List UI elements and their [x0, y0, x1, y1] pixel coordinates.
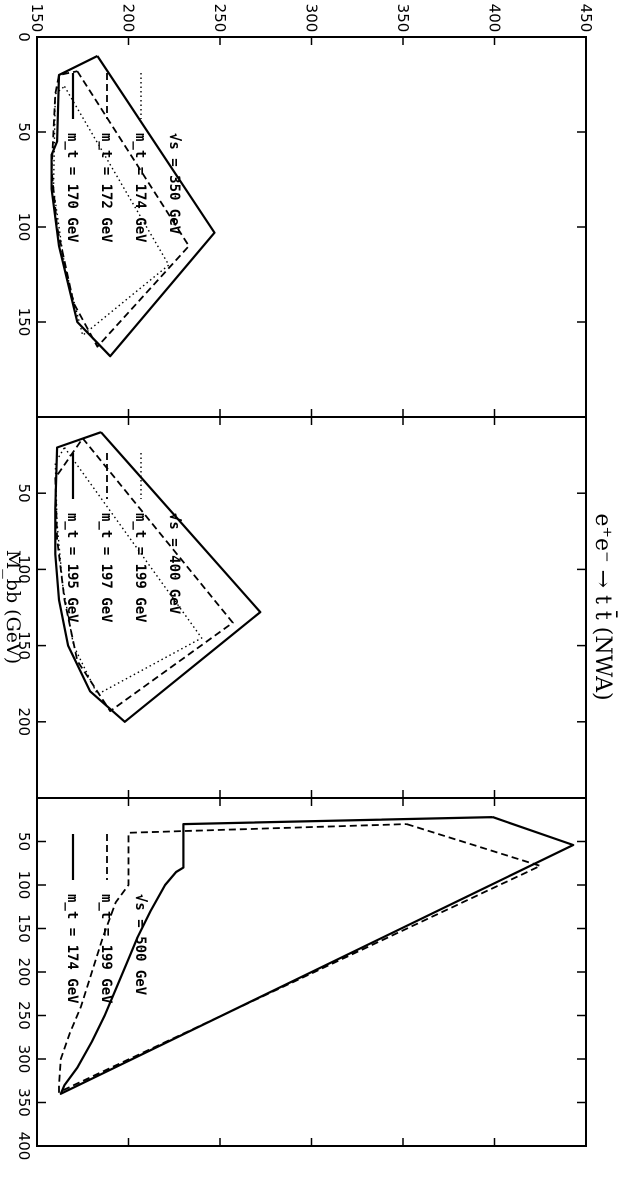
sqrt-s-label-350: √s = 350 GeV: [166, 133, 182, 235]
y-tick-label-400: 400: [486, 4, 504, 33]
series-line-500-1: [58, 823, 542, 1093]
y-tick-label-250: 250: [211, 4, 229, 33]
x-tick-label-500-250: 250: [15, 1001, 33, 1030]
y-tick-label-450: 450: [577, 4, 595, 33]
y-tick-label-150: 150: [28, 4, 46, 33]
x-tick-label-350-50: 50: [15, 122, 33, 141]
rotated-chart: 0 50 100 150 m_t = 170 GeV m_t = 172 GeV m_t =…: [2, 4, 618, 1161]
x-tick-label-400-100: 100: [15, 555, 33, 584]
y-tick-label-300: 300: [303, 4, 321, 33]
x-tick-label-500-400: 400: [15, 1132, 33, 1161]
x-tick-label-500-300: 300: [15, 1045, 33, 1074]
legend-label-400-1: m_t = 197 GeV: [98, 513, 114, 623]
legend-label-500-0: m_t = 174 GeV: [64, 894, 80, 1004]
series-line-400-2: [54, 447, 203, 696]
legend-label-350-0: m_t = 170 GeV: [64, 133, 80, 243]
x-tick-label-500-350: 350: [15, 1088, 33, 1117]
sqrt-s-label-400: √s = 400 GeV: [166, 513, 182, 615]
legend-label-400-2: m_t = 199 GeV: [132, 513, 148, 623]
x-tick-label-500-150: 150: [15, 914, 33, 943]
series-line-400-0: [54, 431, 262, 723]
panel-frame-350: [36, 36, 587, 418]
chart-title: e⁺e⁻ → t t̄ (NWA): [590, 513, 618, 700]
x-axis-label: M_bb (GeV): [2, 550, 24, 664]
x-tick-label-350-100: 100: [15, 213, 33, 242]
legend-label-350-1: m_t = 172 GeV: [98, 133, 114, 243]
series-line-350-0: [50, 55, 216, 358]
legend-label-350-2: m_t = 174 GeV: [132, 133, 148, 243]
x-tick-label-500-100: 100: [15, 871, 33, 900]
x-tick-label-400-50: 50: [15, 484, 33, 503]
legend-label-500-1: m_t = 199 GeV: [98, 894, 114, 1004]
series-line-500-0: [59, 816, 575, 1095]
y-tick-label-350: 350: [394, 4, 412, 33]
x-tick-label-400-200: 200: [15, 707, 33, 736]
panel-frame-400: [36, 416, 587, 799]
series-line-350-1: [50, 70, 190, 348]
label-layer: 0 50 100 150 m_t = 170 GeV m_t = 172 GeV m_t =…: [2, 4, 618, 1161]
y-tick-label-200: 200: [120, 4, 138, 33]
axes-layer: [36, 36, 587, 1147]
sqrt-s-label-500: √s = 500 GeV: [132, 894, 148, 996]
x-tick-label-350-150: 150: [15, 308, 33, 337]
legend-label-400-0: m_t = 195 GeV: [64, 513, 80, 623]
x-tick-label-350-0: 0: [15, 32, 33, 42]
x-tick-label-500-200: 200: [15, 958, 33, 987]
data-layer: [50, 55, 575, 1095]
x-tick-label-500-50: 50: [15, 832, 33, 851]
x-tick-label-400-150: 150: [15, 631, 33, 660]
